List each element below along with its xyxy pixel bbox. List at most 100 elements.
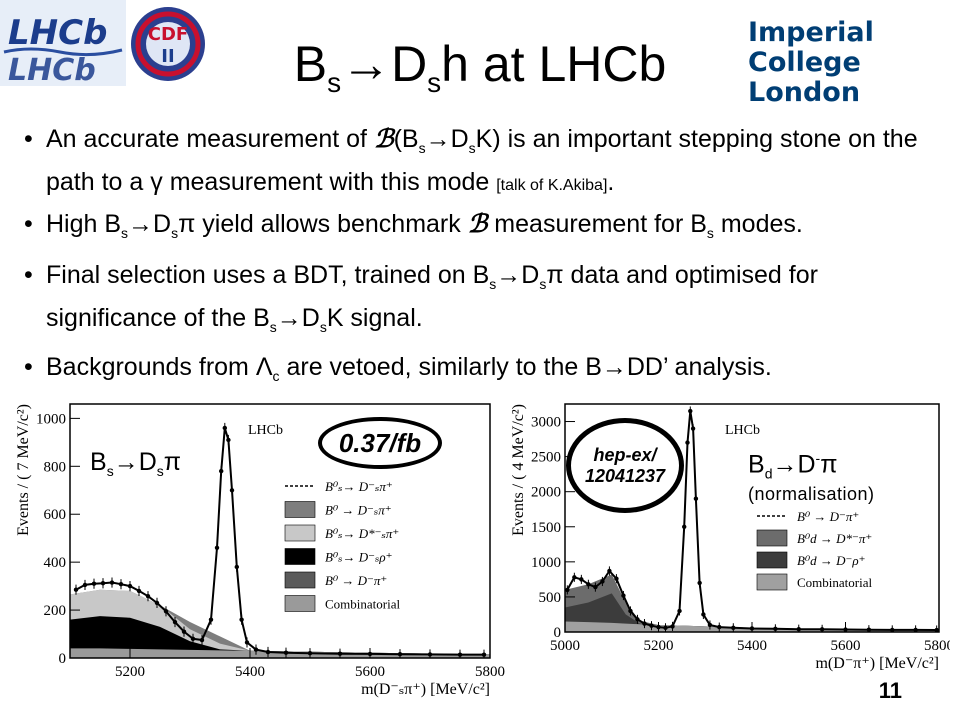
data-point (253, 644, 259, 655)
point-marker (239, 617, 244, 622)
legend-swatch (756, 573, 788, 591)
legend-label: B⁰d → D⁻ρ⁺ (797, 553, 866, 568)
imperial-logo-line2: London (748, 77, 861, 108)
cdf-logo-text: CDF (148, 24, 188, 45)
data-point (677, 606, 682, 616)
slide-title: Bs→Dsh at LHCb (293, 36, 667, 98)
data-point (773, 624, 778, 632)
data-point (457, 649, 463, 658)
data-point (163, 606, 169, 617)
data-point (136, 585, 142, 596)
cdf-logo: CDF II (128, 4, 208, 84)
point-marker (593, 584, 598, 590)
bs-dspi-mass-plot: 5200 5400 5600 5800 0 200 400 600 800 1000 m(D⁻ₛπ⁺… (15, 403, 505, 698)
legend-swatch (756, 551, 788, 569)
data-point (600, 576, 605, 587)
point-marker (693, 496, 699, 501)
luminosity-callout: 0.37/fb (318, 417, 442, 469)
imperial-logo-line1: Imperial College (748, 17, 874, 78)
point-marker (913, 627, 918, 633)
data-point (614, 574, 619, 584)
lhcb-logo: LHCb LHCb (0, 0, 126, 88)
point-marker (244, 640, 250, 645)
point-marker (572, 575, 577, 580)
point-marker (100, 581, 106, 586)
data-point (181, 626, 187, 637)
data-point (154, 597, 160, 608)
data-point (172, 616, 178, 628)
y-tick-label: 400 (44, 555, 67, 571)
point-marker (677, 608, 682, 614)
point-marker (265, 649, 271, 655)
data-point (717, 622, 722, 632)
data-point (701, 609, 706, 620)
legend-swatch (284, 548, 316, 565)
data-point (607, 566, 612, 576)
data-point (244, 637, 250, 648)
point-marker (457, 652, 463, 657)
point-marker (731, 625, 736, 630)
lhcb-logo-text: LHCb (8, 13, 107, 53)
data-point (427, 649, 433, 658)
data-point (265, 646, 271, 658)
data-point (688, 406, 693, 416)
slide-number: 11 (878, 678, 902, 703)
data-point (199, 634, 205, 646)
legend-swatch (284, 595, 316, 612)
point-marker (283, 650, 289, 655)
y-tick-label: 600 (44, 507, 67, 523)
y-tick-label: 0 (59, 651, 67, 667)
data-point (866, 625, 872, 632)
x-tick-label: 5400 (235, 664, 265, 680)
data-point (731, 623, 736, 632)
reference-callout[interactable]: hep-ex/ 12041237 (566, 418, 684, 513)
legend-label: B⁰ₛ→ D⁻ₛπ⁺ (325, 479, 393, 494)
point-marker (234, 564, 239, 570)
x-tick-label: 5000 (550, 638, 580, 654)
point-marker (219, 468, 224, 474)
data-point (100, 578, 106, 589)
data-point (628, 606, 633, 616)
y-tick-label: 1000 (36, 411, 66, 427)
reference-line2: 12041237 (584, 465, 666, 486)
x-tick-label: 5800 (924, 638, 950, 654)
legend-swatch (284, 524, 316, 542)
legend-label: Combinatorial (797, 575, 872, 590)
legend-label: B⁰ₛ→ D*⁻ₛπ⁺ (325, 526, 399, 541)
point-marker (819, 627, 825, 632)
y-tick-label: 200 (44, 603, 67, 619)
x-axis-title: m(D⁻π⁺) [MeV/c²] (815, 655, 939, 672)
data-point (222, 422, 227, 434)
data-point (82, 579, 88, 590)
svg-text:LHCb: LHCb (8, 53, 96, 86)
data-point (663, 623, 668, 632)
point-marker (118, 581, 124, 587)
point-marker (773, 626, 778, 632)
point-marker (670, 624, 675, 629)
left-plot-decay-label: Bs→Dsπ (90, 448, 181, 479)
data-point (337, 648, 343, 658)
data-point (579, 574, 584, 584)
point-marker (222, 425, 227, 431)
point-marker (701, 612, 706, 617)
bullet-item: Final selection uses a BDT, trained on B… (12, 258, 942, 344)
data-point (109, 577, 115, 588)
point-marker (481, 652, 487, 657)
data-point (239, 614, 244, 625)
point-marker (796, 626, 801, 632)
y-tick-label: 2500 (531, 450, 561, 466)
data-point (397, 649, 403, 658)
x-axis-title: m(D⁻ₛπ⁺) [MeV/c²] (361, 681, 490, 698)
point-marker (628, 608, 633, 614)
data-point (481, 649, 487, 658)
legend-label: Combinatorial (325, 597, 400, 612)
point-marker (586, 582, 591, 587)
data-point (586, 579, 591, 589)
point-marker (717, 624, 722, 630)
data-point (693, 494, 699, 504)
data-point (214, 542, 220, 553)
y-tick-label: 1000 (531, 555, 561, 571)
bullet-item: An accurate measurement of ℬ(Bs→DsK) is … (12, 122, 942, 203)
fit-curve (75, 427, 484, 656)
point-marker (607, 568, 612, 574)
